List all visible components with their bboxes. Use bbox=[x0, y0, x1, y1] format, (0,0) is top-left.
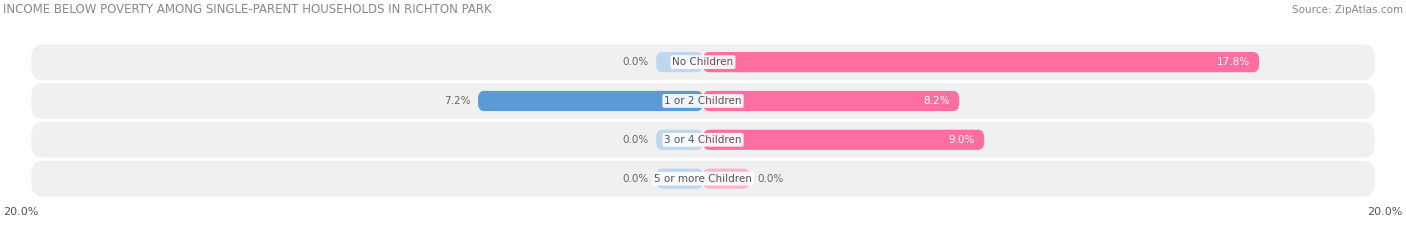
FancyBboxPatch shape bbox=[657, 52, 703, 72]
FancyBboxPatch shape bbox=[31, 44, 1375, 80]
FancyBboxPatch shape bbox=[657, 168, 703, 189]
Text: 0.0%: 0.0% bbox=[621, 135, 648, 145]
FancyBboxPatch shape bbox=[703, 130, 984, 150]
Text: 8.2%: 8.2% bbox=[924, 96, 950, 106]
Text: 9.0%: 9.0% bbox=[949, 135, 974, 145]
FancyBboxPatch shape bbox=[703, 168, 749, 189]
Text: Source: ZipAtlas.com: Source: ZipAtlas.com bbox=[1292, 5, 1403, 15]
Text: 0.0%: 0.0% bbox=[621, 174, 648, 184]
FancyBboxPatch shape bbox=[31, 161, 1375, 196]
FancyBboxPatch shape bbox=[703, 52, 1260, 72]
FancyBboxPatch shape bbox=[31, 83, 1375, 119]
FancyBboxPatch shape bbox=[703, 91, 959, 111]
Text: 0.0%: 0.0% bbox=[758, 174, 785, 184]
Text: 1 or 2 Children: 1 or 2 Children bbox=[664, 96, 742, 106]
Text: 7.2%: 7.2% bbox=[444, 96, 470, 106]
Text: 3 or 4 Children: 3 or 4 Children bbox=[664, 135, 742, 145]
FancyBboxPatch shape bbox=[31, 122, 1375, 158]
Text: 17.8%: 17.8% bbox=[1216, 57, 1250, 67]
Text: No Children: No Children bbox=[672, 57, 734, 67]
Text: INCOME BELOW POVERTY AMONG SINGLE-PARENT HOUSEHOLDS IN RICHTON PARK: INCOME BELOW POVERTY AMONG SINGLE-PARENT… bbox=[3, 3, 492, 16]
Text: 0.0%: 0.0% bbox=[621, 57, 648, 67]
FancyBboxPatch shape bbox=[657, 130, 703, 150]
Text: 20.0%: 20.0% bbox=[3, 207, 38, 217]
FancyBboxPatch shape bbox=[478, 91, 703, 111]
Text: 20.0%: 20.0% bbox=[1368, 207, 1403, 217]
Text: 5 or more Children: 5 or more Children bbox=[654, 174, 752, 184]
